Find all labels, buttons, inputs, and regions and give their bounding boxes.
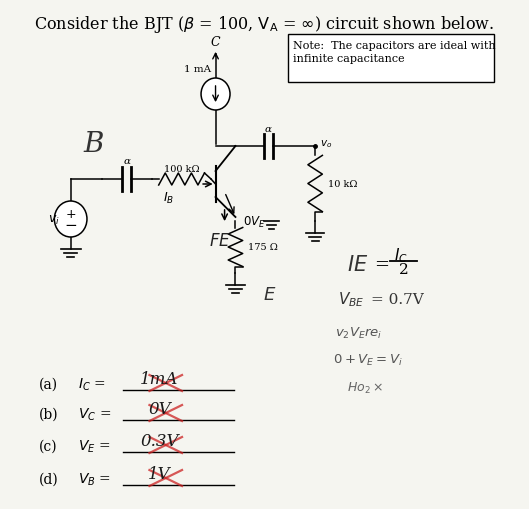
Text: (a): (a)	[39, 377, 58, 391]
Text: $V_E$ =: $V_E$ =	[78, 438, 111, 455]
Text: B: B	[83, 131, 104, 158]
Text: $\mathit{IE}$: $\mathit{IE}$	[347, 254, 368, 274]
Text: −: −	[65, 218, 77, 233]
Text: 2: 2	[399, 263, 409, 276]
Text: 10 kΩ: 10 kΩ	[328, 180, 357, 189]
Text: 175 Ω: 175 Ω	[248, 243, 278, 252]
Text: = 0.7V: = 0.7V	[371, 293, 424, 306]
Text: 1 mA: 1 mA	[184, 64, 211, 73]
Text: +: +	[66, 208, 76, 221]
Text: 1mA: 1mA	[140, 371, 179, 388]
Text: 0.3V: 0.3V	[140, 433, 179, 449]
Text: $0+V_E=V_i$: $0+V_E=V_i$	[333, 352, 403, 367]
Text: $V_{BE}$: $V_{BE}$	[338, 290, 364, 309]
Text: =: =	[374, 256, 389, 273]
Text: $Ho_2 \times$: $Ho_2 \times$	[347, 380, 383, 395]
Text: $I_C$ =: $I_C$ =	[78, 376, 106, 392]
Text: $V_B$ =: $V_B$ =	[78, 471, 111, 487]
Text: Note:  The capacitors are ideal with
infinite capacitance: Note: The capacitors are ideal with infi…	[294, 41, 496, 64]
Text: $I_C$: $I_C$	[394, 246, 408, 265]
Text: $v_i$: $v_i$	[48, 213, 60, 226]
Text: $V_C$ =: $V_C$ =	[78, 406, 111, 422]
Text: 100 kΩ: 100 kΩ	[164, 164, 199, 173]
Circle shape	[201, 79, 230, 111]
Text: $E$: $E$	[263, 286, 277, 303]
Text: $\mathit{I_B}$: $\mathit{I_B}$	[163, 190, 174, 205]
Bar	[288, 35, 495, 83]
Text: 1V: 1V	[148, 466, 171, 483]
Text: $v_o$: $v_o$	[320, 138, 332, 150]
Text: $\mathit{FE}$: $\mathit{FE}$	[209, 233, 231, 250]
Text: (d): (d)	[39, 472, 59, 486]
Circle shape	[54, 202, 87, 238]
Text: α: α	[264, 124, 271, 133]
Text: α: α	[123, 157, 130, 166]
Text: $v_2 V_E re_i$: $v_2 V_E re_i$	[335, 325, 382, 340]
Text: (c): (c)	[39, 439, 58, 453]
Text: Consider the BJT ($\beta$ = 100, $\mathrm{V_A}$ = $\infty$) circuit shown below.: Consider the BJT ($\beta$ = 100, $\mathr…	[34, 14, 495, 35]
Text: (b): (b)	[39, 407, 59, 421]
Text: 0V: 0V	[148, 401, 171, 418]
Text: C: C	[211, 36, 221, 48]
Text: $0V_E$: $0V_E$	[243, 214, 266, 229]
